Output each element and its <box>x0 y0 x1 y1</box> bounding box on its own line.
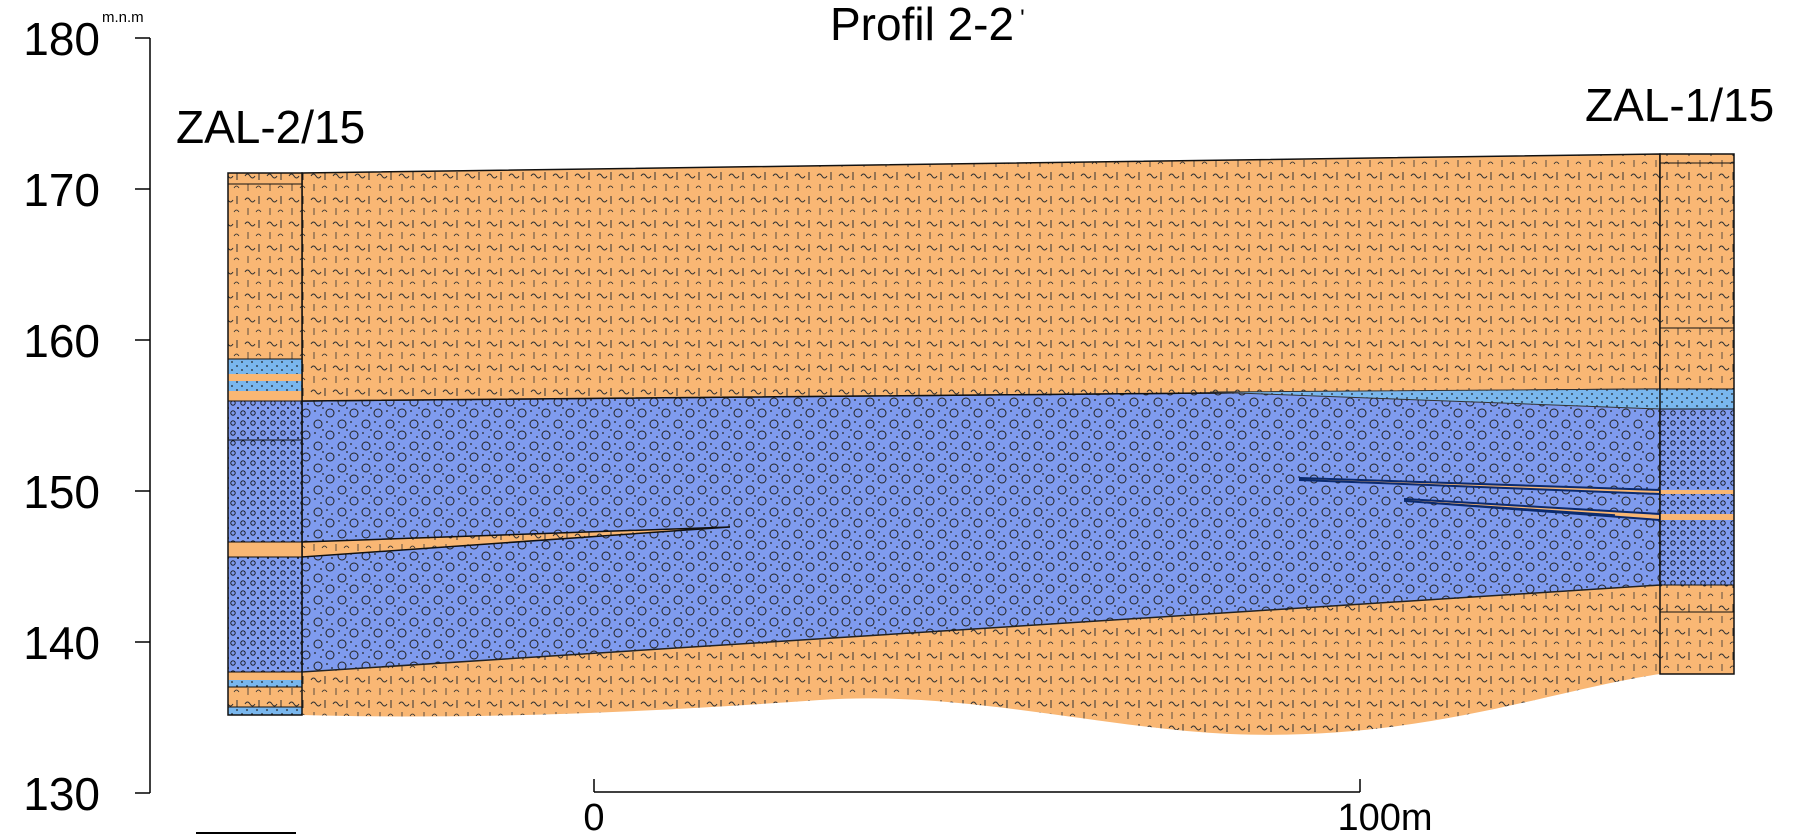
tick-label: 140 <box>23 617 100 669</box>
borehole-outline <box>1659 153 1735 675</box>
tick-label: 180 <box>23 13 100 65</box>
clay-interval <box>228 542 302 557</box>
gravel-interval <box>228 557 302 672</box>
tick-label: 170 <box>23 164 100 216</box>
sand-interval <box>1660 389 1734 409</box>
scale-bar: 0 100m <box>583 779 1433 835</box>
sand-interval <box>228 381 302 391</box>
clay-interval <box>228 391 302 401</box>
borehole-outline <box>227 172 303 716</box>
borehole-label-left: ZAL-2/15 <box>176 101 365 153</box>
gravel-interval <box>228 401 302 542</box>
borehole-column-left <box>227 172 303 716</box>
clay-interval <box>228 374 302 381</box>
clay-lower-layer <box>302 585 1660 735</box>
tick-label: 150 <box>23 466 100 518</box>
clay-interval <box>228 173 302 359</box>
tick-label: 160 <box>23 315 100 367</box>
borehole-column-right <box>1659 153 1735 675</box>
clay-interval <box>1660 154 1734 389</box>
gravel-interval <box>1660 409 1734 585</box>
sand-interval <box>228 680 302 687</box>
clay-upper-layer <box>301 153 1661 402</box>
clay-interval <box>1660 585 1734 674</box>
borehole-label-right: ZAL-1/15 <box>1585 79 1774 131</box>
axis-unit: m.n.m <box>102 9 144 26</box>
profile-title-mark: ' <box>1020 5 1025 32</box>
profile-title-text: Profil 2-2 <box>830 0 1014 50</box>
tick-label: 130 <box>23 768 100 820</box>
sand-interval <box>228 707 302 715</box>
clay-interval <box>228 687 302 707</box>
clay-interval <box>1660 514 1734 520</box>
scale-bar-end-label: 100m <box>1337 797 1432 835</box>
elevation-axis: 180 170 160 150 140 130 m.n.m <box>23 9 151 820</box>
clay-lens <box>1419 501 1616 516</box>
sand-interval <box>228 359 302 374</box>
clay-interval <box>228 672 302 680</box>
scale-bar-start-label: 0 <box>583 797 604 835</box>
profile-title: Profil 2-2 ' <box>830 0 1025 50</box>
clay-interval <box>1660 490 1734 494</box>
